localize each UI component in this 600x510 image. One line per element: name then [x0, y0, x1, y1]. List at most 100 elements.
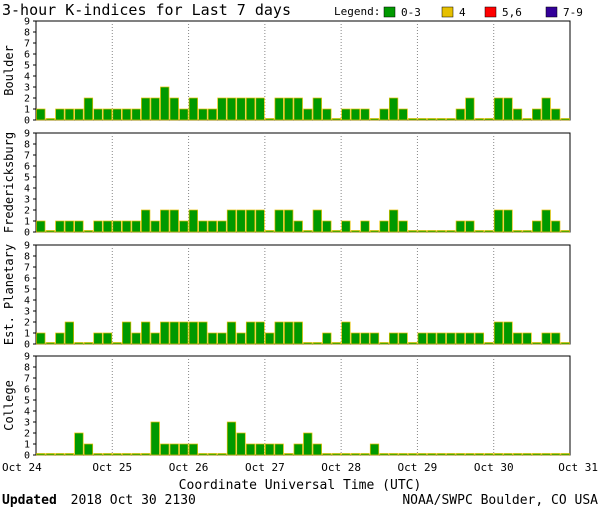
- y-tick-label: 5: [24, 61, 30, 72]
- k-index-bar: [455, 108, 465, 121]
- k-index-bar: [303, 342, 313, 345]
- k-index-bar: [83, 443, 94, 456]
- k-index-bar: [255, 321, 265, 345]
- k-index-bar: [331, 453, 341, 456]
- k-index-bar: [207, 220, 218, 233]
- legend-item-label: 7-9: [563, 6, 583, 19]
- k-index-bar: [198, 453, 208, 456]
- k-index-bar: [83, 97, 94, 121]
- k-index-bar: [417, 453, 427, 456]
- k-index-bar: [522, 230, 532, 233]
- y-tick-label: 0: [24, 340, 30, 351]
- k-index-bar: [274, 321, 284, 345]
- k-index-bar: [141, 97, 151, 121]
- k-index-bar: [398, 220, 408, 233]
- k-index-bar: [55, 453, 65, 456]
- k-index-bar: [522, 453, 532, 456]
- k-index-bar: [217, 220, 227, 233]
- y-tick-label: 7: [24, 263, 30, 274]
- k-index-bar: [236, 332, 246, 345]
- k-index-bar: [331, 230, 341, 233]
- k-index-bar: [560, 342, 570, 345]
- k-index-bar: [55, 332, 65, 345]
- k-index-bar: [436, 453, 446, 456]
- k-index-bar: [236, 209, 246, 233]
- k-index-bar: [369, 118, 380, 121]
- k-index-bar: [303, 432, 313, 456]
- y-tick-label: 1: [24, 217, 30, 228]
- x-axis: Oct 24 Oct 25 Oct 26 Oct 27 Oct 28 Oct 29 Oct …: [2, 461, 598, 474]
- panel-frame: [35, 355, 571, 456]
- k-index-bar: [112, 220, 122, 233]
- k-index-bar: [474, 453, 485, 456]
- k-index-bar: [226, 321, 237, 345]
- k-index-bar: [446, 118, 456, 121]
- k-index-bar: [312, 443, 322, 456]
- k-index-bar: [83, 230, 94, 233]
- k-index-bar: [93, 332, 103, 345]
- k-index-bar: [427, 118, 437, 121]
- k-index-bar: [379, 108, 389, 121]
- k-index-bar: [255, 97, 265, 121]
- k-index-bar: [465, 220, 475, 233]
- k-index-bar: [369, 443, 380, 456]
- k-index-bar: [74, 108, 84, 121]
- k-index-bar: [45, 230, 55, 233]
- k-index-bar: [350, 332, 361, 345]
- k-index-bar: [188, 209, 198, 233]
- k-index-bar: [121, 220, 132, 233]
- k-index-bar: [236, 432, 246, 456]
- k-index-bar: [64, 108, 74, 121]
- y-tick-label: 6: [24, 162, 30, 173]
- legend-item-label: 0-3: [401, 6, 421, 19]
- k-index-bar: [207, 453, 218, 456]
- k-index-bar: [179, 443, 189, 456]
- y-tick-label: 6: [24, 274, 30, 285]
- k-index-bar: [493, 209, 504, 233]
- y-tick-label: 9: [24, 241, 30, 252]
- k-index-bar: [64, 321, 74, 345]
- k-index-bar: [83, 342, 94, 345]
- k-index-bar: [284, 321, 294, 345]
- k-index-bar: [408, 118, 418, 121]
- k-index-bar: [141, 453, 151, 456]
- k-index-bar: [274, 443, 284, 456]
- y-tick-label: 2: [24, 318, 30, 329]
- k-index-bar: [541, 453, 551, 456]
- k-index-bar: [360, 108, 370, 121]
- k-index-bar: [484, 230, 494, 233]
- k-index-bar: [474, 230, 485, 233]
- k-index-bar: [284, 97, 294, 121]
- k-index-bar: [560, 118, 570, 121]
- k-index-bar: [274, 209, 284, 233]
- y-tick-label: 3: [24, 83, 30, 94]
- k-index-bar: [322, 108, 332, 121]
- k-index-bar: [379, 342, 389, 345]
- k-index-bar: [427, 332, 437, 345]
- k-index-bar: [169, 443, 179, 456]
- k-index-bar: [64, 220, 74, 233]
- k-index-bar: [112, 108, 122, 121]
- k-index-bar: [446, 453, 456, 456]
- k-index-bar: [274, 97, 284, 121]
- k-index-bar: [455, 453, 465, 456]
- k-index-bar: [45, 118, 55, 121]
- k-index-bar: [436, 230, 446, 233]
- k-index-bar: [131, 220, 141, 233]
- y-tick-label: 9: [24, 352, 30, 363]
- k-index-bar: [408, 453, 418, 456]
- x-tick-label: Oct 31: [558, 461, 598, 474]
- chart-title: 3-hour K-indices for Last 7 days: [2, 1, 291, 19]
- k-index-bar: [102, 453, 113, 456]
- k-index-bar: [532, 108, 542, 121]
- k-index-bar: [341, 453, 351, 456]
- k-index-bar: [360, 220, 370, 233]
- series-label: Boulder: [2, 45, 16, 96]
- y-tick-label: 8: [24, 363, 30, 374]
- k-index-bar: [427, 230, 437, 233]
- k-index-bar: [512, 108, 523, 121]
